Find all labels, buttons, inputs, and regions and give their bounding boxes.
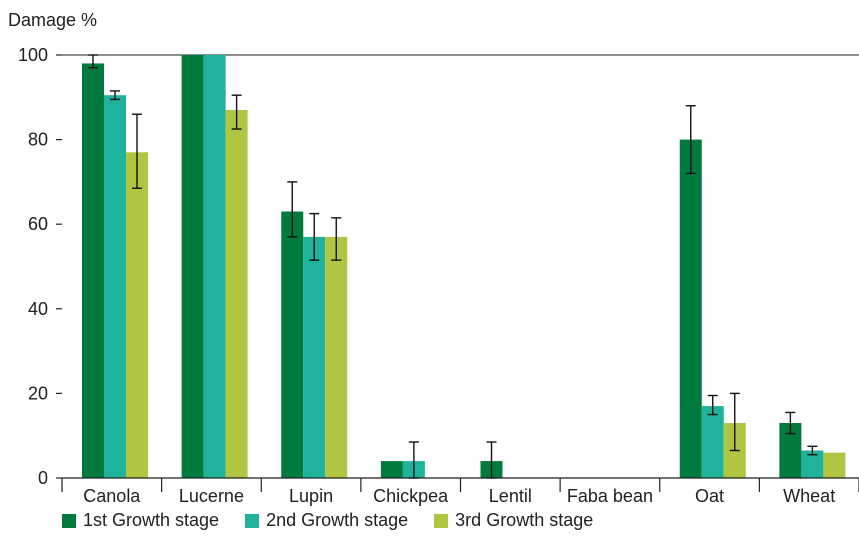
bar-wheat-series-3 bbox=[823, 452, 846, 478]
legend-item-series-2: 2nd Growth stage bbox=[245, 510, 408, 531]
error-bar bbox=[231, 94, 242, 130]
y-axis-label: Damage % bbox=[8, 10, 97, 30]
legend-label: 1st Growth stage bbox=[83, 510, 220, 530]
error-bar bbox=[729, 392, 740, 452]
y-tick-label: 0 bbox=[38, 468, 48, 488]
bar-canola-series-2 bbox=[104, 95, 126, 478]
x-tick-label: Lentil bbox=[489, 486, 532, 506]
bar-lucerne-series-1 bbox=[181, 55, 204, 478]
error-bar bbox=[707, 394, 718, 416]
error-bar bbox=[331, 217, 342, 261]
error-bar bbox=[287, 181, 298, 238]
bar-lupin-series-3 bbox=[325, 236, 348, 478]
bar-canola-series-3 bbox=[126, 152, 148, 479]
legend-swatch bbox=[62, 513, 76, 528]
legend-swatch bbox=[434, 513, 449, 528]
bar-canola-series-1 bbox=[82, 63, 104, 479]
x-tick-label: Faba bean bbox=[567, 486, 653, 506]
error-bar bbox=[132, 113, 142, 189]
bar-chickpea-series-1 bbox=[380, 461, 403, 478]
x-tick-label: Oat bbox=[695, 486, 724, 506]
x-tick-label: Lupin bbox=[289, 486, 333, 506]
y-tick-label: 60 bbox=[28, 214, 48, 234]
x-tick-label: Chickpea bbox=[373, 486, 449, 506]
bar-oat-series-2 bbox=[701, 406, 724, 478]
error-bar bbox=[807, 445, 818, 456]
y-tick-label: 100 bbox=[18, 45, 48, 65]
bar-lucerne-series-2 bbox=[203, 55, 226, 478]
bar-lupin-series-2 bbox=[303, 236, 326, 478]
bar-lucerne-series-3 bbox=[225, 109, 248, 479]
error-bar bbox=[88, 54, 98, 69]
error-bar bbox=[309, 212, 320, 261]
legend: 1st Growth stage 2nd Growth stage 3rd Grow… bbox=[62, 510, 619, 531]
legend-item-series-1: 1st Growth stage bbox=[62, 510, 219, 531]
legend-item-series-3: 3rd Growth stage bbox=[434, 510, 593, 531]
y-tick-label: 20 bbox=[28, 383, 48, 403]
x-tick-label: Wheat bbox=[783, 486, 835, 506]
x-tick-label: Lucerne bbox=[179, 486, 244, 506]
x-axis: Canola Lucerne Lupin Chickpea Lentil Faba bea… bbox=[61, 477, 859, 506]
legend-swatch bbox=[245, 513, 260, 528]
y-tick-label: 40 bbox=[28, 299, 48, 319]
x-tick-label: Canola bbox=[83, 486, 141, 506]
bars-group bbox=[82, 55, 846, 479]
bar-lupin-series-1 bbox=[281, 211, 304, 478]
bar-wheat-series-2 bbox=[801, 450, 824, 478]
y-tick-label: 80 bbox=[28, 130, 48, 150]
legend-label: 3rd Growth stage bbox=[455, 510, 594, 530]
bar-wheat-series-1 bbox=[779, 423, 802, 478]
legend-label: 2nd Growth stage bbox=[266, 510, 409, 530]
error-bar bbox=[110, 90, 120, 101]
bar-oat-series-1 bbox=[679, 139, 702, 478]
error-bar bbox=[685, 105, 696, 175]
error-bar bbox=[785, 411, 796, 435]
